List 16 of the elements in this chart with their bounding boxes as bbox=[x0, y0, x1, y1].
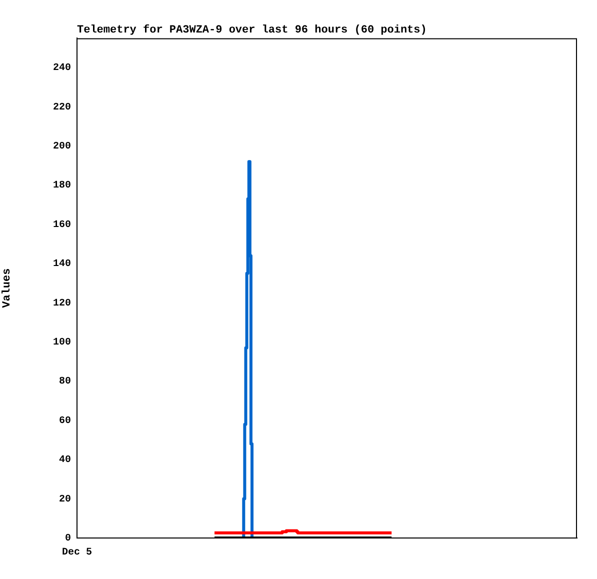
y-tick-label: 100 bbox=[52, 338, 71, 349]
y-tick-label: 240 bbox=[52, 63, 71, 74]
chart-title: Telemetry for PA3WZA-9 over last 96 hours (60 points) bbox=[77, 23, 427, 36]
y-tick-label: 220 bbox=[52, 102, 71, 114]
y-tick-label: 0 bbox=[64, 534, 71, 545]
y-tick-label: 180 bbox=[52, 180, 71, 192]
y-tick-label: 40 bbox=[58, 455, 71, 466]
x-tick-label: Dec 5 bbox=[62, 548, 92, 559]
y-tick-label: 140 bbox=[52, 259, 71, 270]
y-tick-label: 20 bbox=[58, 494, 71, 506]
y-tick-label: 160 bbox=[52, 220, 71, 231]
y-axis-title: Values bbox=[1, 268, 14, 308]
y-tick-label: 60 bbox=[58, 416, 71, 427]
y-tick-label: 80 bbox=[58, 376, 71, 388]
y-tick-label: 120 bbox=[52, 298, 71, 310]
y-tick-label: 200 bbox=[52, 142, 71, 153]
